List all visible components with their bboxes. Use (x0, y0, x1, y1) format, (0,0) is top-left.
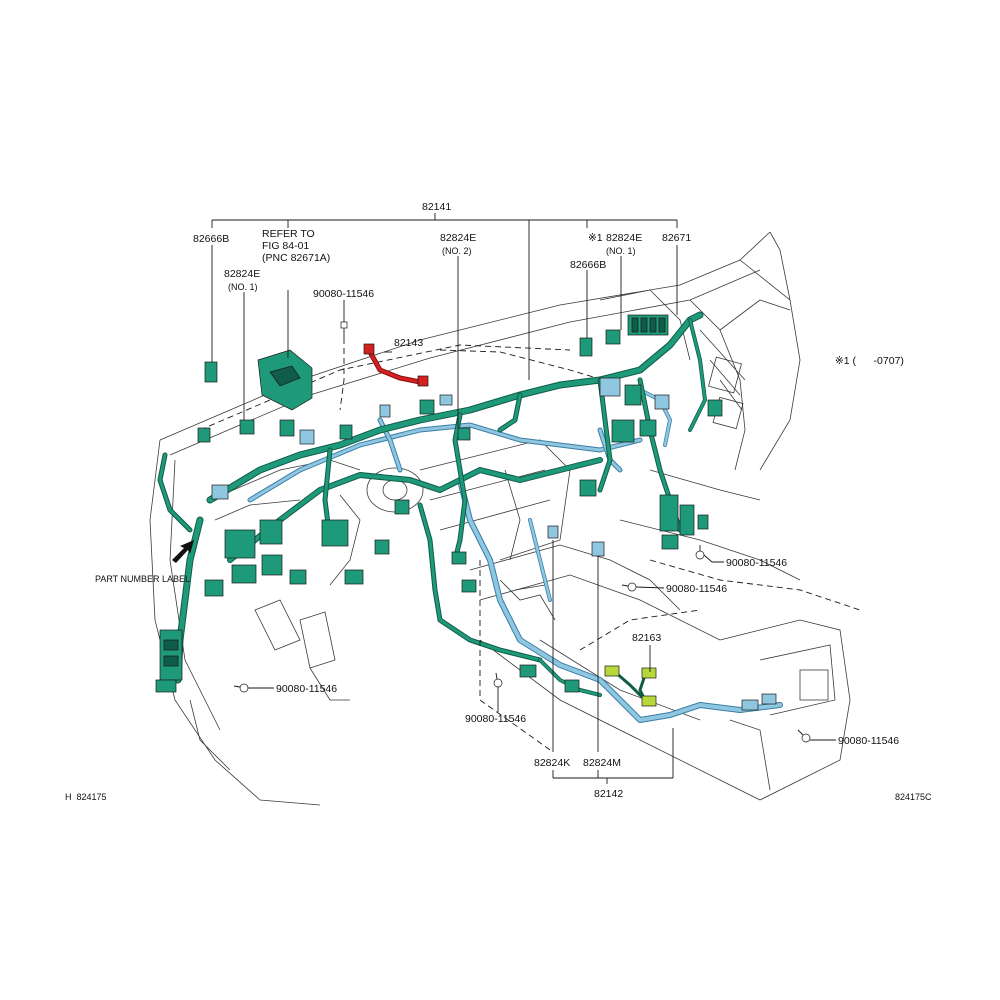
label-refer-to-1: REFER TO (262, 228, 315, 240)
label-main-wire: 82141 (422, 201, 451, 213)
label-bolt-right-1: 90080-11546 (726, 557, 787, 569)
red-wire-82143 (363, 343, 429, 387)
label-bolt-bottom-left: 90080-11546 (276, 683, 337, 695)
bolt-icon (621, 582, 637, 592)
label-clamp-m: 82824M (583, 757, 621, 769)
label-right-block: 82671 (662, 232, 691, 244)
dashboard-outline (149, 231, 851, 806)
part-labels: 82141 REFER TO FIG 84-01 (PNC 82671A) 82… (65, 201, 932, 802)
clamp-icon (239, 419, 255, 435)
connector-icon (641, 695, 657, 707)
floor-harness-82142 (247, 388, 783, 723)
clamp-icon (204, 361, 218, 383)
arrow-pointer-icon (172, 540, 194, 563)
label-right-clamp: 82824E (606, 232, 642, 244)
connector-82163 (604, 665, 657, 707)
right-connector-cluster (579, 377, 723, 550)
label-footnote: ※1 ( -0707) (835, 355, 904, 367)
leader-lines (211, 213, 836, 784)
label-center-clamp-note: (NO. 2) (442, 246, 472, 256)
label-right-note-marker: ※1 (588, 232, 603, 244)
bolt-icon (695, 545, 705, 560)
label-right-clamp-b: 82666B (570, 259, 606, 271)
connector-icon (604, 665, 620, 677)
label-refer-to-2: FIG 84-01 (262, 240, 309, 252)
label-bolt-bottom-center: 90080-11546 (465, 713, 526, 725)
label-refer-to-3: (PNC 82671A) (262, 252, 330, 264)
clamp-icon (605, 329, 621, 345)
label-floor-connector: 82163 (632, 632, 661, 644)
instrument-panel-harness-82141 (155, 311, 723, 697)
label-red-wire: 82143 (394, 337, 423, 349)
bolt-icon (493, 672, 503, 688)
clamp-icon (457, 427, 471, 441)
label-bolt-bottom-right: 90080-11546 (838, 735, 899, 747)
label-code-right: 824175C (895, 792, 932, 802)
hidden-edge-lines (199, 344, 861, 651)
label-clamp-left-mid: 82824E (224, 268, 260, 280)
label-center-clamp: 82824E (440, 232, 476, 244)
block-82671 (627, 314, 669, 336)
bolt-icon (340, 321, 348, 338)
label-clamp-left-mid-note: (NO. 1) (228, 282, 258, 292)
label-bolt-top: 90080-11546 (313, 288, 374, 300)
label-part-number-label: PART NUMBER LABEL (95, 574, 190, 584)
label-right-clamp-note: (NO. 1) (606, 246, 636, 256)
label-code-left: H 824175 (65, 792, 107, 802)
bolt-icon (797, 729, 811, 743)
bolt-icon (233, 683, 249, 693)
connector-icon (641, 667, 657, 679)
label-bolt-right-2: 90080-11546 (666, 583, 727, 595)
top-connector-cluster (279, 394, 580, 693)
clamp-icon (579, 337, 593, 357)
label-clamp-k: 82824K (534, 757, 570, 769)
left-connector-cluster (155, 427, 390, 693)
label-floor-wire: 82142 (594, 788, 623, 800)
label-clamp-left-top: 82666B (193, 233, 229, 245)
